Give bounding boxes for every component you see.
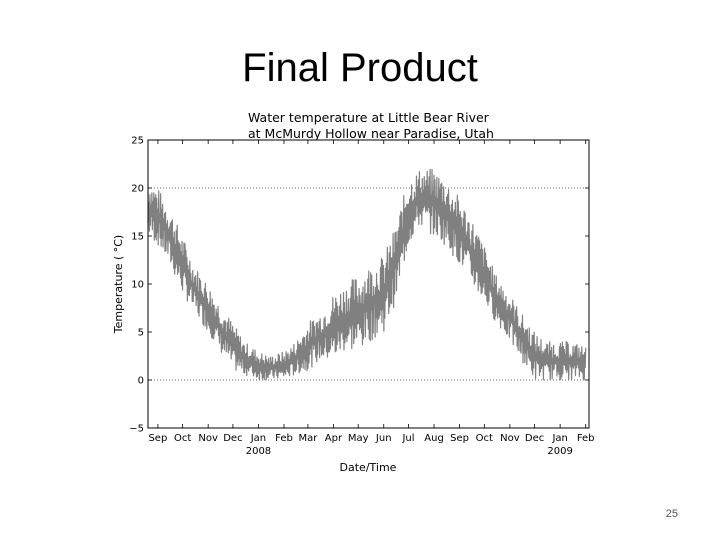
x-axis-label: Date/Time <box>340 461 397 474</box>
x-tick-label: Feb <box>577 433 595 444</box>
x-tick-label: Feb <box>275 433 293 444</box>
slide-number: 25 <box>665 508 678 520</box>
tick-layer: 25 20 15 10 5 0 −5 Sep Oct Nov Dec Jan 2008 Feb Mar Apr… <box>129 136 594 458</box>
chart-svg: Water temperature at Little Bear River a… <box>112 110 595 474</box>
x-tick-label: Aug <box>424 433 444 444</box>
x-tick-label: Nov <box>500 433 520 444</box>
x-tick-label: Sep <box>450 433 469 444</box>
x-tick-year-label: 2008 <box>246 446 271 457</box>
chart: Water temperature at Little Bear River a… <box>100 100 620 480</box>
slide-title: Final Product <box>242 46 478 90</box>
y-tick-label: 25 <box>131 136 144 147</box>
x-tick-label: Oct <box>476 433 493 444</box>
x-tick-label: May <box>348 433 369 444</box>
x-tick-label: Apr <box>325 433 343 444</box>
series-line <box>147 168 587 381</box>
chart-title-line2: at McMurdy Hollow near Paradise, Utah <box>248 126 494 141</box>
x-tick-label: Dec <box>223 433 242 444</box>
x-tick-label: Mar <box>298 433 318 444</box>
chart-title-line1: Water temperature at Little Bear River <box>248 110 490 125</box>
x-tick-label: Oct <box>174 433 191 444</box>
x-tick-label: Jan <box>551 433 567 444</box>
x-tick-label: Jul <box>401 433 414 444</box>
y-tick-label: 10 <box>131 280 144 291</box>
y-tick-label: 5 <box>138 328 144 339</box>
x-tick-label: Dec <box>525 433 544 444</box>
y-tick-label: −5 <box>129 424 144 435</box>
x-tick-label: Nov <box>198 433 218 444</box>
series-layer <box>147 168 587 381</box>
x-tick-label: Sep <box>148 433 167 444</box>
y-tick-label: 0 <box>138 376 144 387</box>
x-tick-label: Jun <box>375 433 392 444</box>
y-tick-label: 20 <box>131 184 144 195</box>
x-tick-label: Jan <box>250 433 266 444</box>
y-axis-label: Temperature ( °C) <box>112 235 125 334</box>
y-tick-label: 15 <box>131 232 144 243</box>
x-tick-year-label: 2009 <box>547 446 572 457</box>
